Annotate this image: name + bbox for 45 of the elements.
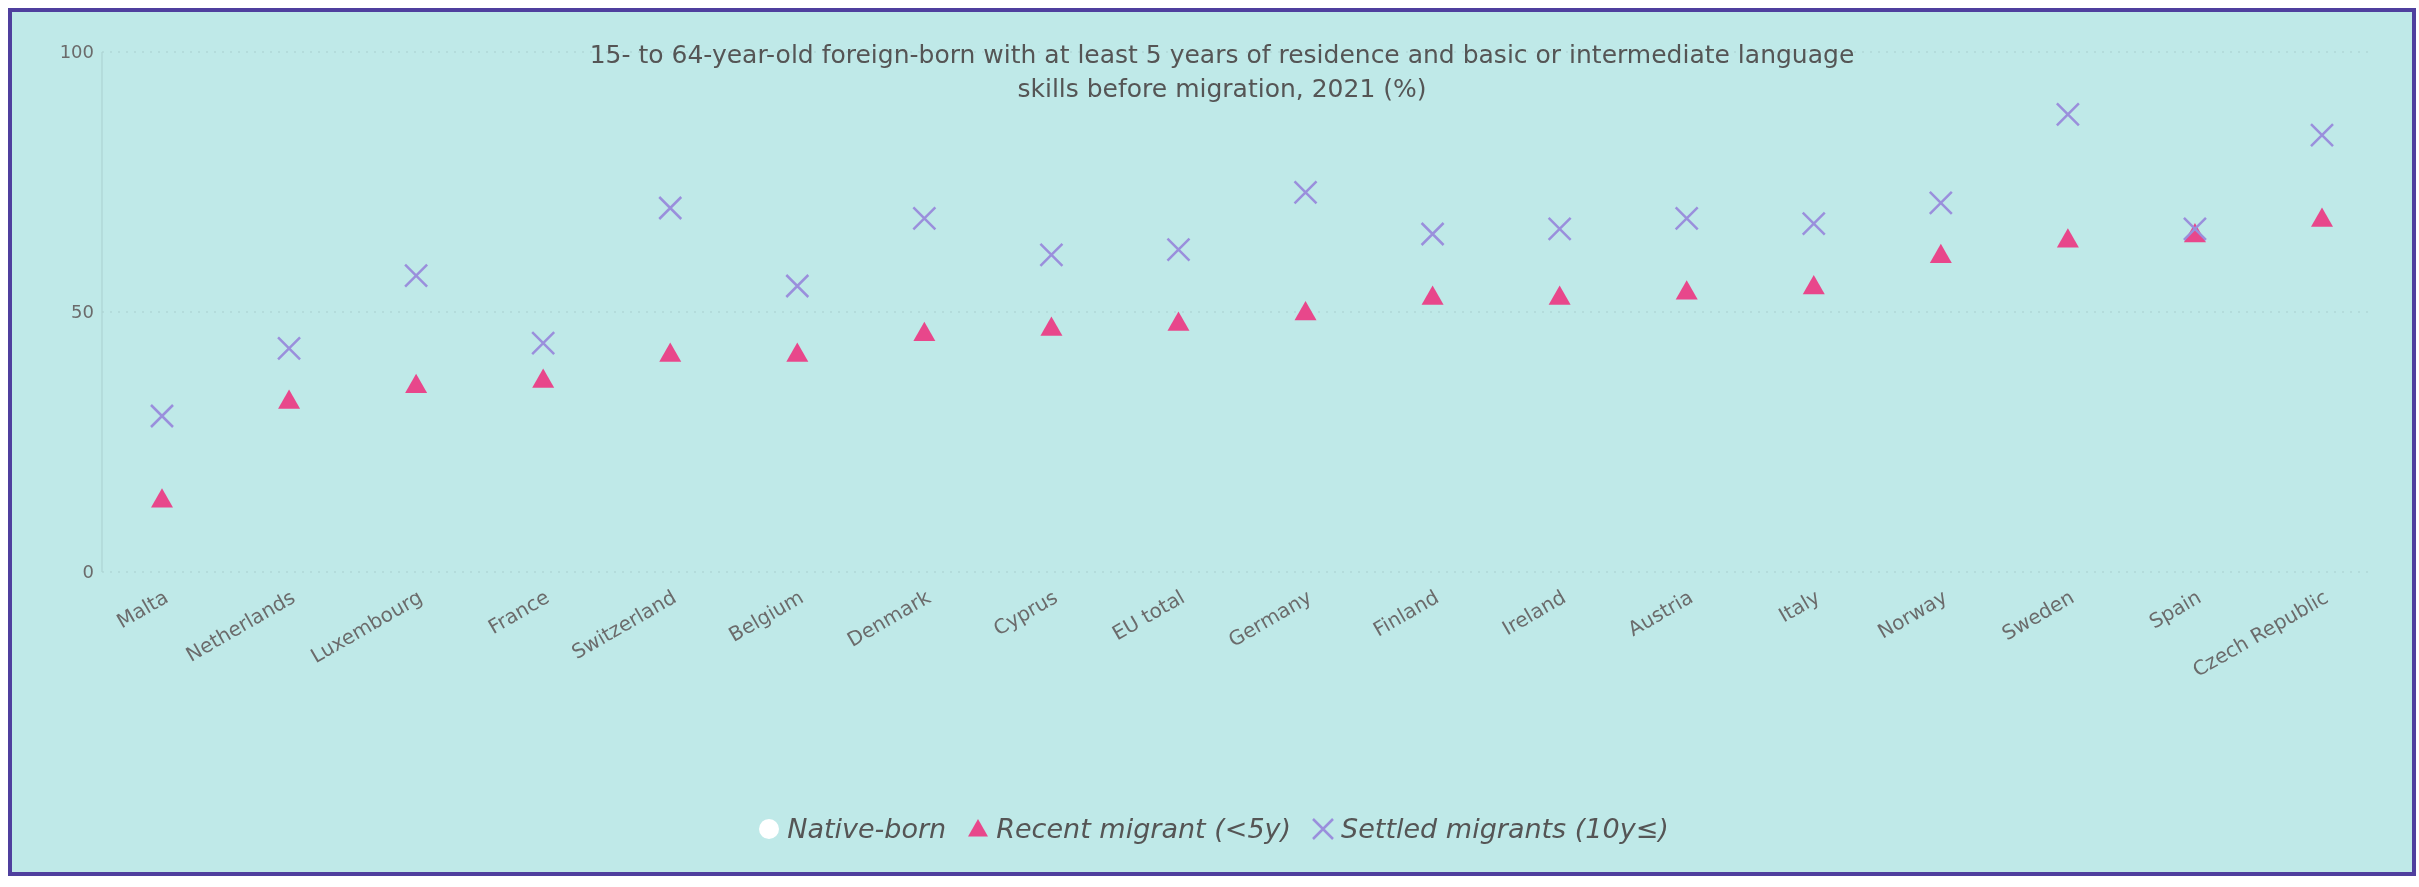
point [405, 373, 428, 394]
point [1421, 285, 1444, 305]
point [1293, 180, 1318, 205]
point [659, 342, 682, 362]
point [1674, 206, 1699, 231]
point [913, 321, 936, 342]
point [2056, 228, 2079, 248]
point [912, 206, 937, 231]
point [1039, 242, 1064, 268]
legend-label: Recent migrant (<5y) [996, 813, 1292, 844]
x-tick-label: Malta [112, 584, 173, 634]
point [1166, 237, 1191, 262]
point [1167, 311, 1190, 331]
point [1929, 243, 1952, 264]
point [276, 336, 302, 361]
point [785, 273, 810, 299]
point [1928, 190, 1954, 216]
point [1420, 221, 1445, 247]
point [1294, 301, 1317, 321]
x-tick-label: EU total [1107, 584, 1189, 646]
legend-label: Settled migrants (10y≤) [1341, 813, 1669, 844]
point [532, 368, 555, 388]
point [2309, 122, 2335, 148]
point [403, 263, 429, 288]
point [786, 342, 809, 362]
point [2055, 102, 2081, 127]
point [530, 330, 556, 356]
point [2311, 207, 2333, 227]
y-tick-label: 0 [82, 561, 94, 583]
point [657, 195, 683, 221]
chart-title: 15- to 64-year-old foreign-born with at least 5 years of residence and basic or intermediate language skills before migration, 2021 (%) [588, 39, 1856, 105]
point [1801, 211, 1827, 236]
point [278, 389, 301, 409]
y-tick-label: 100 [59, 41, 94, 63]
point [1675, 280, 1698, 300]
point [1802, 275, 1825, 295]
point [1548, 285, 1571, 305]
point [2182, 216, 2208, 242]
y-tick-label: 50 [71, 301, 94, 323]
point [151, 488, 173, 508]
point [1547, 216, 1572, 242]
point [149, 403, 175, 429]
x-tick-label: Italy [1774, 584, 1825, 628]
legend-label: Native-born [787, 813, 947, 844]
point [1040, 316, 1063, 336]
